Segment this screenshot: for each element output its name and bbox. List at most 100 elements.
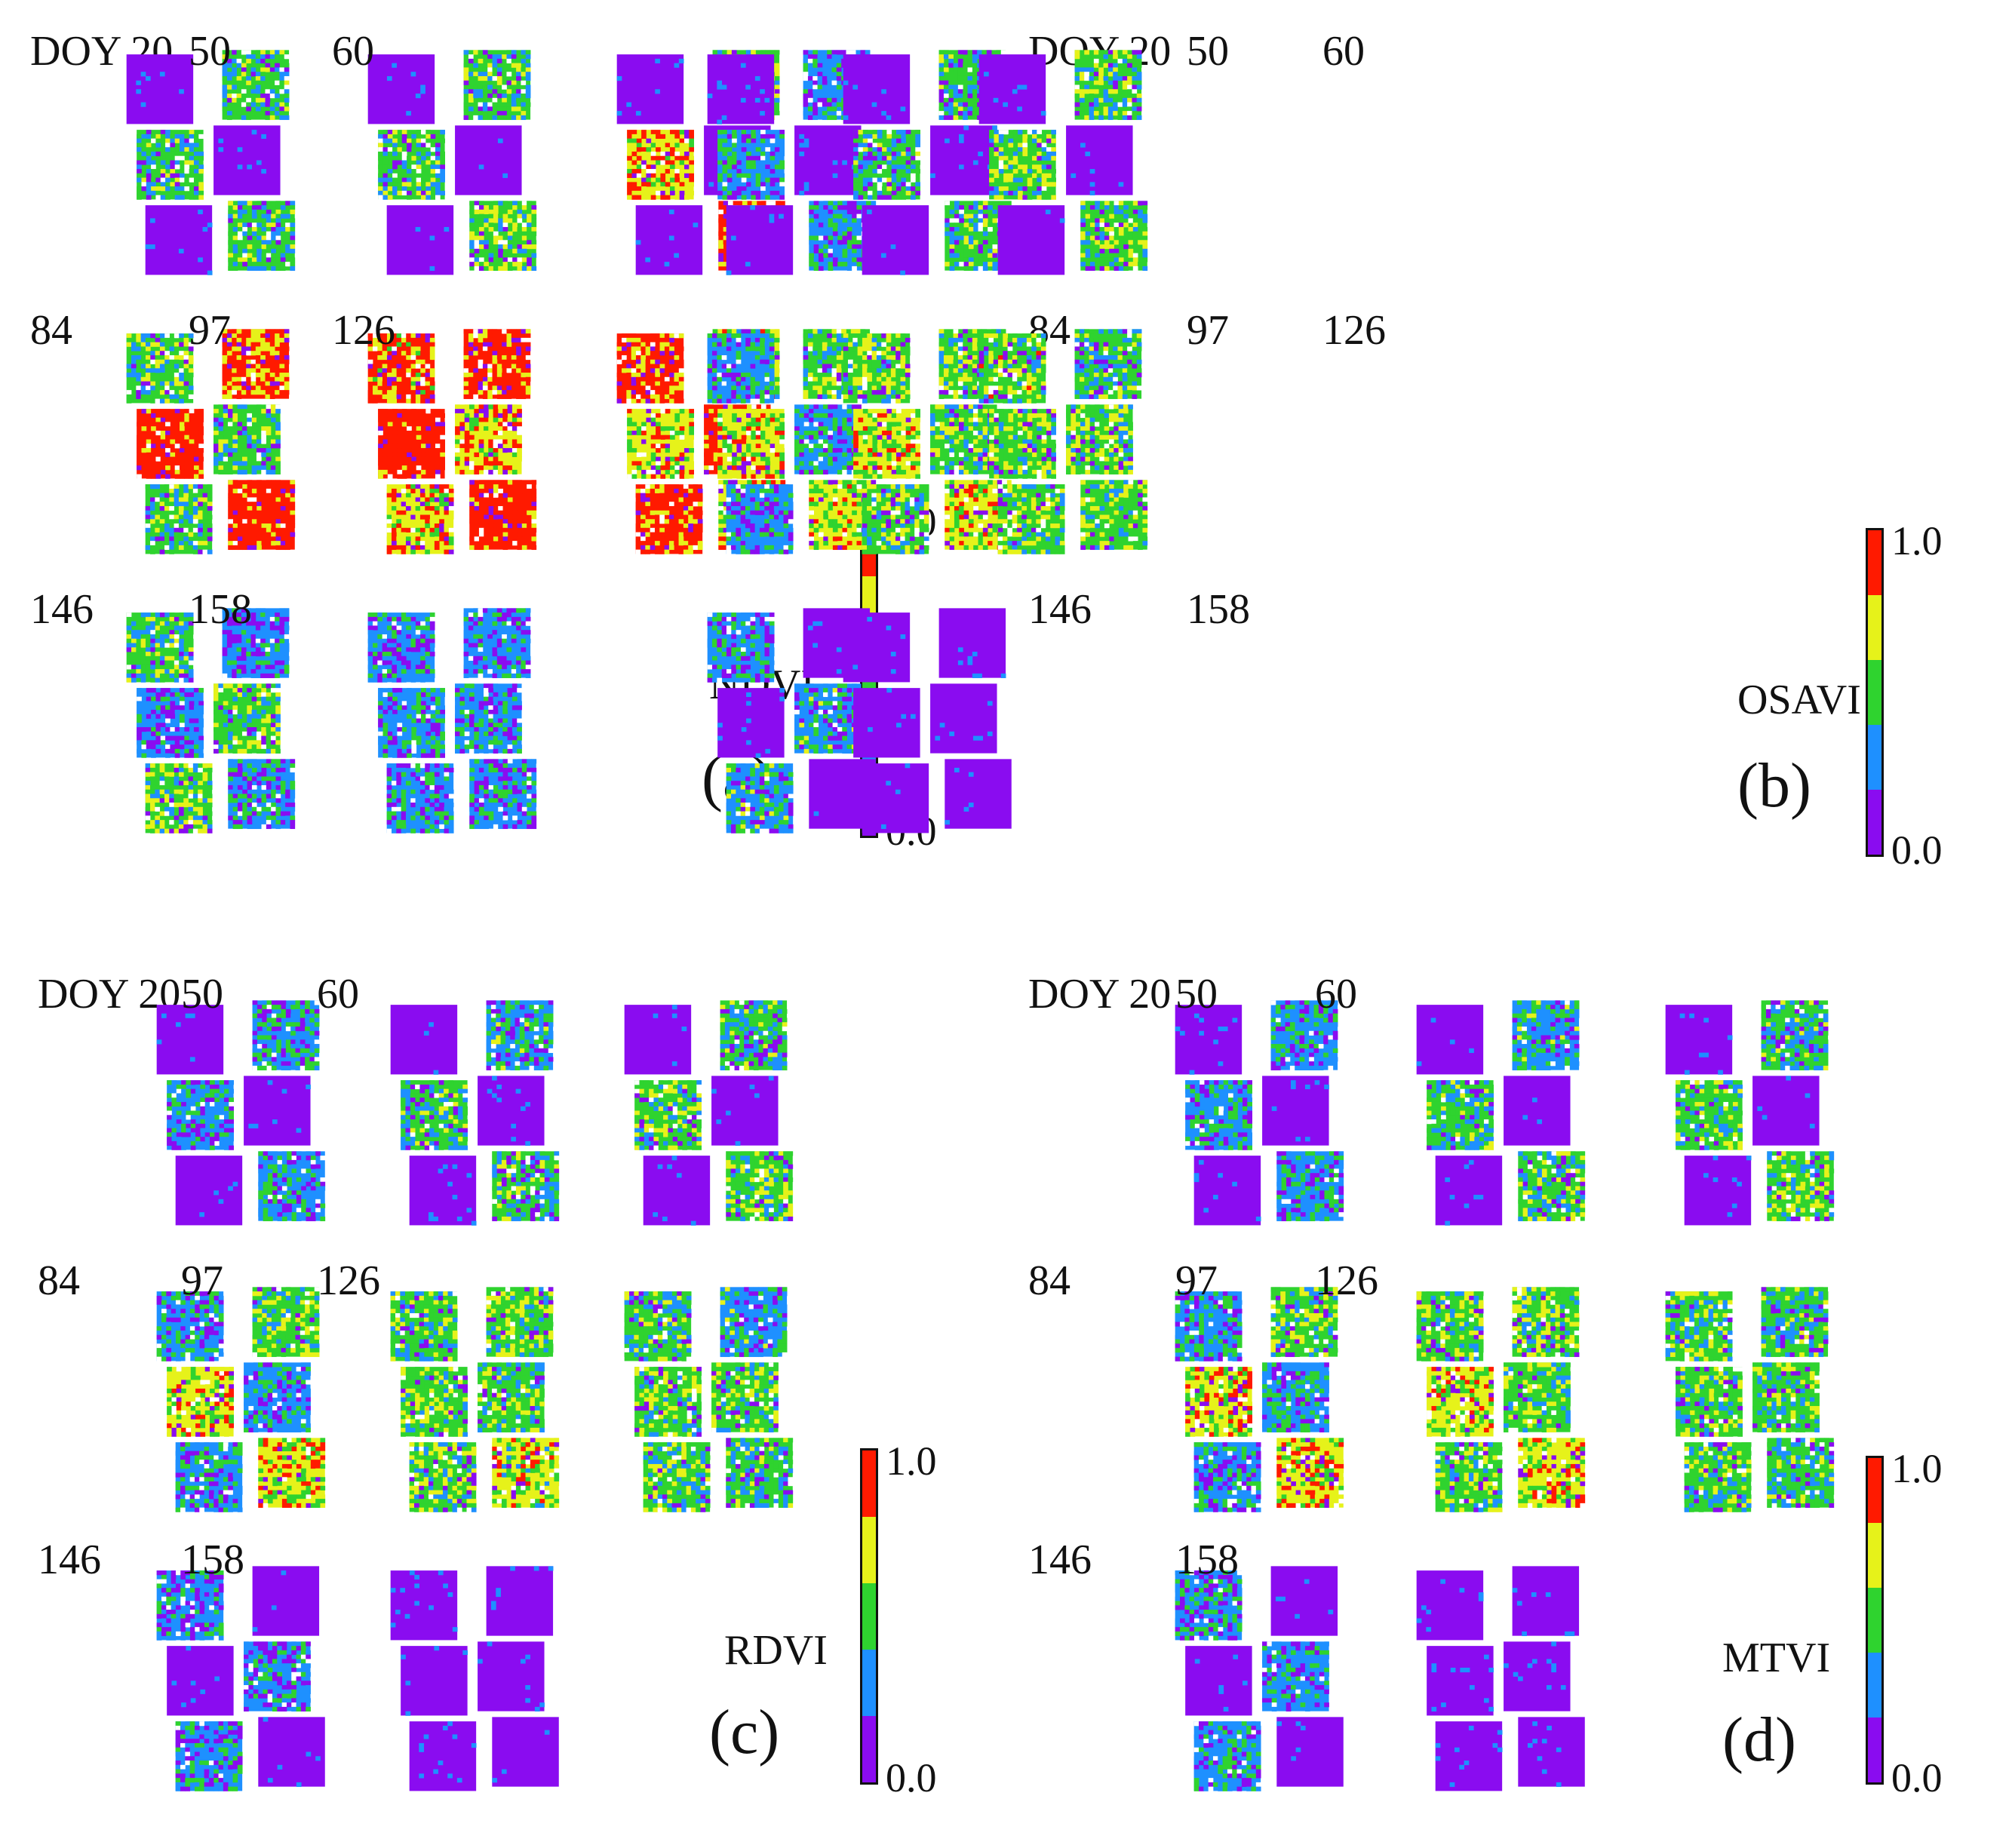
pixel xyxy=(473,351,478,355)
pixel xyxy=(271,470,276,474)
pixel xyxy=(275,625,280,630)
pixel xyxy=(256,98,261,103)
pixel xyxy=(141,444,146,448)
pixel xyxy=(189,457,195,462)
pixel xyxy=(169,484,174,489)
pixel xyxy=(183,528,189,533)
pixel xyxy=(238,201,243,205)
pixel xyxy=(435,152,441,156)
pixel xyxy=(213,409,219,413)
pixel xyxy=(179,493,184,498)
pixel xyxy=(256,390,261,394)
pixel xyxy=(227,115,232,120)
pixel xyxy=(170,697,175,701)
pixel xyxy=(689,435,694,440)
pixel xyxy=(246,103,251,107)
pixel xyxy=(242,413,247,418)
pixel xyxy=(498,249,503,253)
pixel xyxy=(184,448,189,453)
pixel xyxy=(665,484,670,489)
pixel xyxy=(252,697,257,701)
pixel xyxy=(164,665,170,669)
pixel xyxy=(228,480,233,484)
pixel xyxy=(175,161,180,165)
pixel xyxy=(637,195,642,200)
pixel xyxy=(474,461,479,465)
pixel xyxy=(213,692,219,697)
pixel xyxy=(483,368,488,373)
pixel xyxy=(498,201,503,205)
pixel xyxy=(146,639,151,643)
pixel xyxy=(636,351,641,355)
pixel xyxy=(127,625,132,630)
pixel xyxy=(155,740,161,744)
pixel xyxy=(416,130,422,134)
pixel xyxy=(151,448,156,453)
pixel xyxy=(435,511,440,515)
pixel xyxy=(241,111,247,115)
pixel xyxy=(161,435,166,440)
pixel xyxy=(646,147,651,152)
pixel xyxy=(237,50,242,54)
pixel xyxy=(688,541,693,545)
pixel xyxy=(275,94,280,98)
pixel xyxy=(416,227,421,232)
pixel xyxy=(411,440,416,444)
pixel xyxy=(137,435,142,440)
pixel xyxy=(655,360,660,364)
pixel xyxy=(247,688,252,692)
pixel xyxy=(650,377,656,382)
pixel xyxy=(270,72,275,76)
pixel xyxy=(646,390,651,394)
pixel xyxy=(260,373,266,377)
pixel xyxy=(517,489,522,493)
pixel xyxy=(680,195,685,200)
pixel xyxy=(521,342,526,347)
pixel xyxy=(207,506,213,511)
pixel xyxy=(449,497,454,502)
pixel xyxy=(637,186,642,191)
pixel xyxy=(155,705,161,710)
pixel xyxy=(275,54,280,59)
pixel xyxy=(382,457,388,462)
field-plot xyxy=(636,484,703,554)
pixel xyxy=(175,139,180,143)
pixel xyxy=(431,470,436,474)
pixel xyxy=(161,173,166,178)
pixel xyxy=(184,409,189,413)
pixel xyxy=(183,763,189,768)
pixel xyxy=(271,249,276,253)
pixel xyxy=(127,617,132,622)
pixel xyxy=(184,143,189,147)
pixel xyxy=(669,545,674,550)
pixel xyxy=(150,351,155,355)
pixel xyxy=(266,431,272,435)
pixel xyxy=(238,227,243,232)
pixel xyxy=(674,541,679,545)
pixel xyxy=(223,373,228,377)
pixel xyxy=(241,377,247,382)
pixel xyxy=(425,360,431,364)
pixel xyxy=(136,342,141,347)
pixel xyxy=(161,134,166,139)
pixel xyxy=(180,465,185,470)
pixel xyxy=(631,338,637,342)
pixel xyxy=(260,364,266,369)
pixel xyxy=(493,59,498,63)
pixel xyxy=(223,444,229,448)
pixel xyxy=(522,214,527,219)
pixel xyxy=(511,85,517,90)
pixel xyxy=(440,448,445,453)
pixel xyxy=(474,465,479,470)
pixel xyxy=(421,453,426,457)
pixel xyxy=(246,50,251,54)
pixel xyxy=(468,364,474,369)
pixel xyxy=(218,714,223,719)
pixel xyxy=(266,692,272,697)
pixel xyxy=(493,266,499,271)
pixel xyxy=(527,214,532,219)
pixel xyxy=(161,688,166,692)
pixel xyxy=(275,647,280,652)
pixel xyxy=(207,523,213,528)
pixel xyxy=(680,186,685,191)
